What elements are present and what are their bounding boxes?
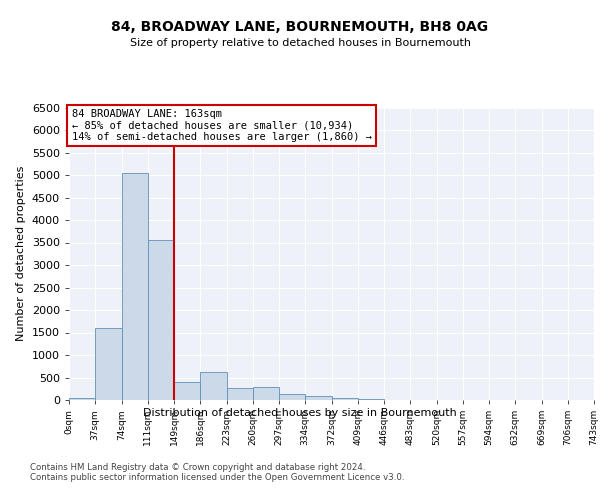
Text: 84 BROADWAY LANE: 163sqm
← 85% of detached houses are smaller (10,934)
14% of se: 84 BROADWAY LANE: 163sqm ← 85% of detach… <box>71 109 371 142</box>
Bar <box>121 173 148 400</box>
Text: Contains HM Land Registry data © Crown copyright and database right 2024.: Contains HM Land Registry data © Crown c… <box>30 462 365 471</box>
Bar <box>148 240 174 400</box>
Bar <box>227 388 253 400</box>
Text: Size of property relative to detached houses in Bournemouth: Size of property relative to detached ho… <box>130 38 470 48</box>
Text: Contains public sector information licensed under the Open Government Licence v3: Contains public sector information licen… <box>30 472 404 482</box>
Text: Distribution of detached houses by size in Bournemouth: Distribution of detached houses by size … <box>143 408 457 418</box>
Bar <box>253 388 279 400</box>
Text: 84, BROADWAY LANE, BOURNEMOUTH, BH8 0AG: 84, BROADWAY LANE, BOURNEMOUTH, BH8 0AG <box>112 20 488 34</box>
Bar <box>200 372 227 400</box>
Bar <box>69 398 95 400</box>
Bar <box>279 394 305 400</box>
Bar <box>305 396 331 400</box>
Y-axis label: Number of detached properties: Number of detached properties <box>16 166 26 342</box>
Bar <box>331 398 358 400</box>
Bar <box>95 328 121 400</box>
Bar <box>174 382 200 400</box>
